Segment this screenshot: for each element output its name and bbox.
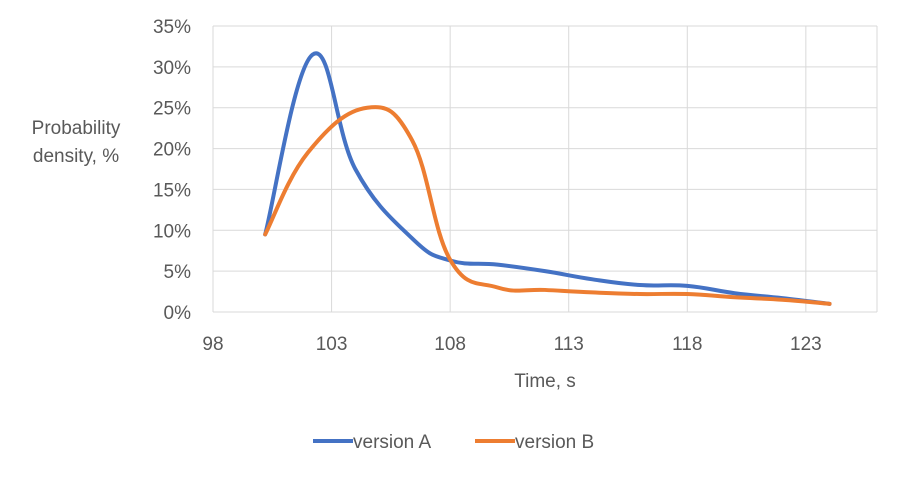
series-lines	[263, 51, 832, 306]
x-axis-title: Time, s	[514, 371, 576, 392]
y-tick-label: 20%	[153, 140, 191, 161]
x-tick-label: 123	[790, 334, 822, 355]
y-tick-label: 5%	[164, 262, 192, 283]
x-tick-label: 113	[554, 334, 584, 355]
y-tick-label: 25%	[153, 99, 191, 120]
legend-label-version-b: version B	[515, 432, 594, 453]
y-tick-label: 10%	[153, 221, 191, 242]
x-tick-label: 118	[672, 334, 702, 355]
legend: version A version B	[313, 432, 594, 453]
y-tick-label: 30%	[153, 58, 191, 79]
x-tick-label: 103	[316, 334, 348, 355]
y-axis-title: Probability	[32, 118, 121, 139]
y-tick-label: 15%	[153, 180, 191, 201]
x-tick-label: 108	[434, 334, 466, 355]
series-line-version-b	[263, 105, 832, 306]
axes: 0% 5% 10% 15% 20% 25% 30% 35% 98 103 108 113 118 123 T…	[32, 17, 822, 392]
grid	[212, 25, 878, 313]
y-tick-label: 35%	[153, 17, 191, 38]
series-line-version-a	[263, 51, 832, 306]
legend-label-version-a: version A	[353, 432, 431, 453]
x-tick-label: 98	[202, 334, 223, 355]
y-axis-title: density, %	[33, 146, 119, 167]
y-tick-label: 0%	[164, 303, 192, 324]
